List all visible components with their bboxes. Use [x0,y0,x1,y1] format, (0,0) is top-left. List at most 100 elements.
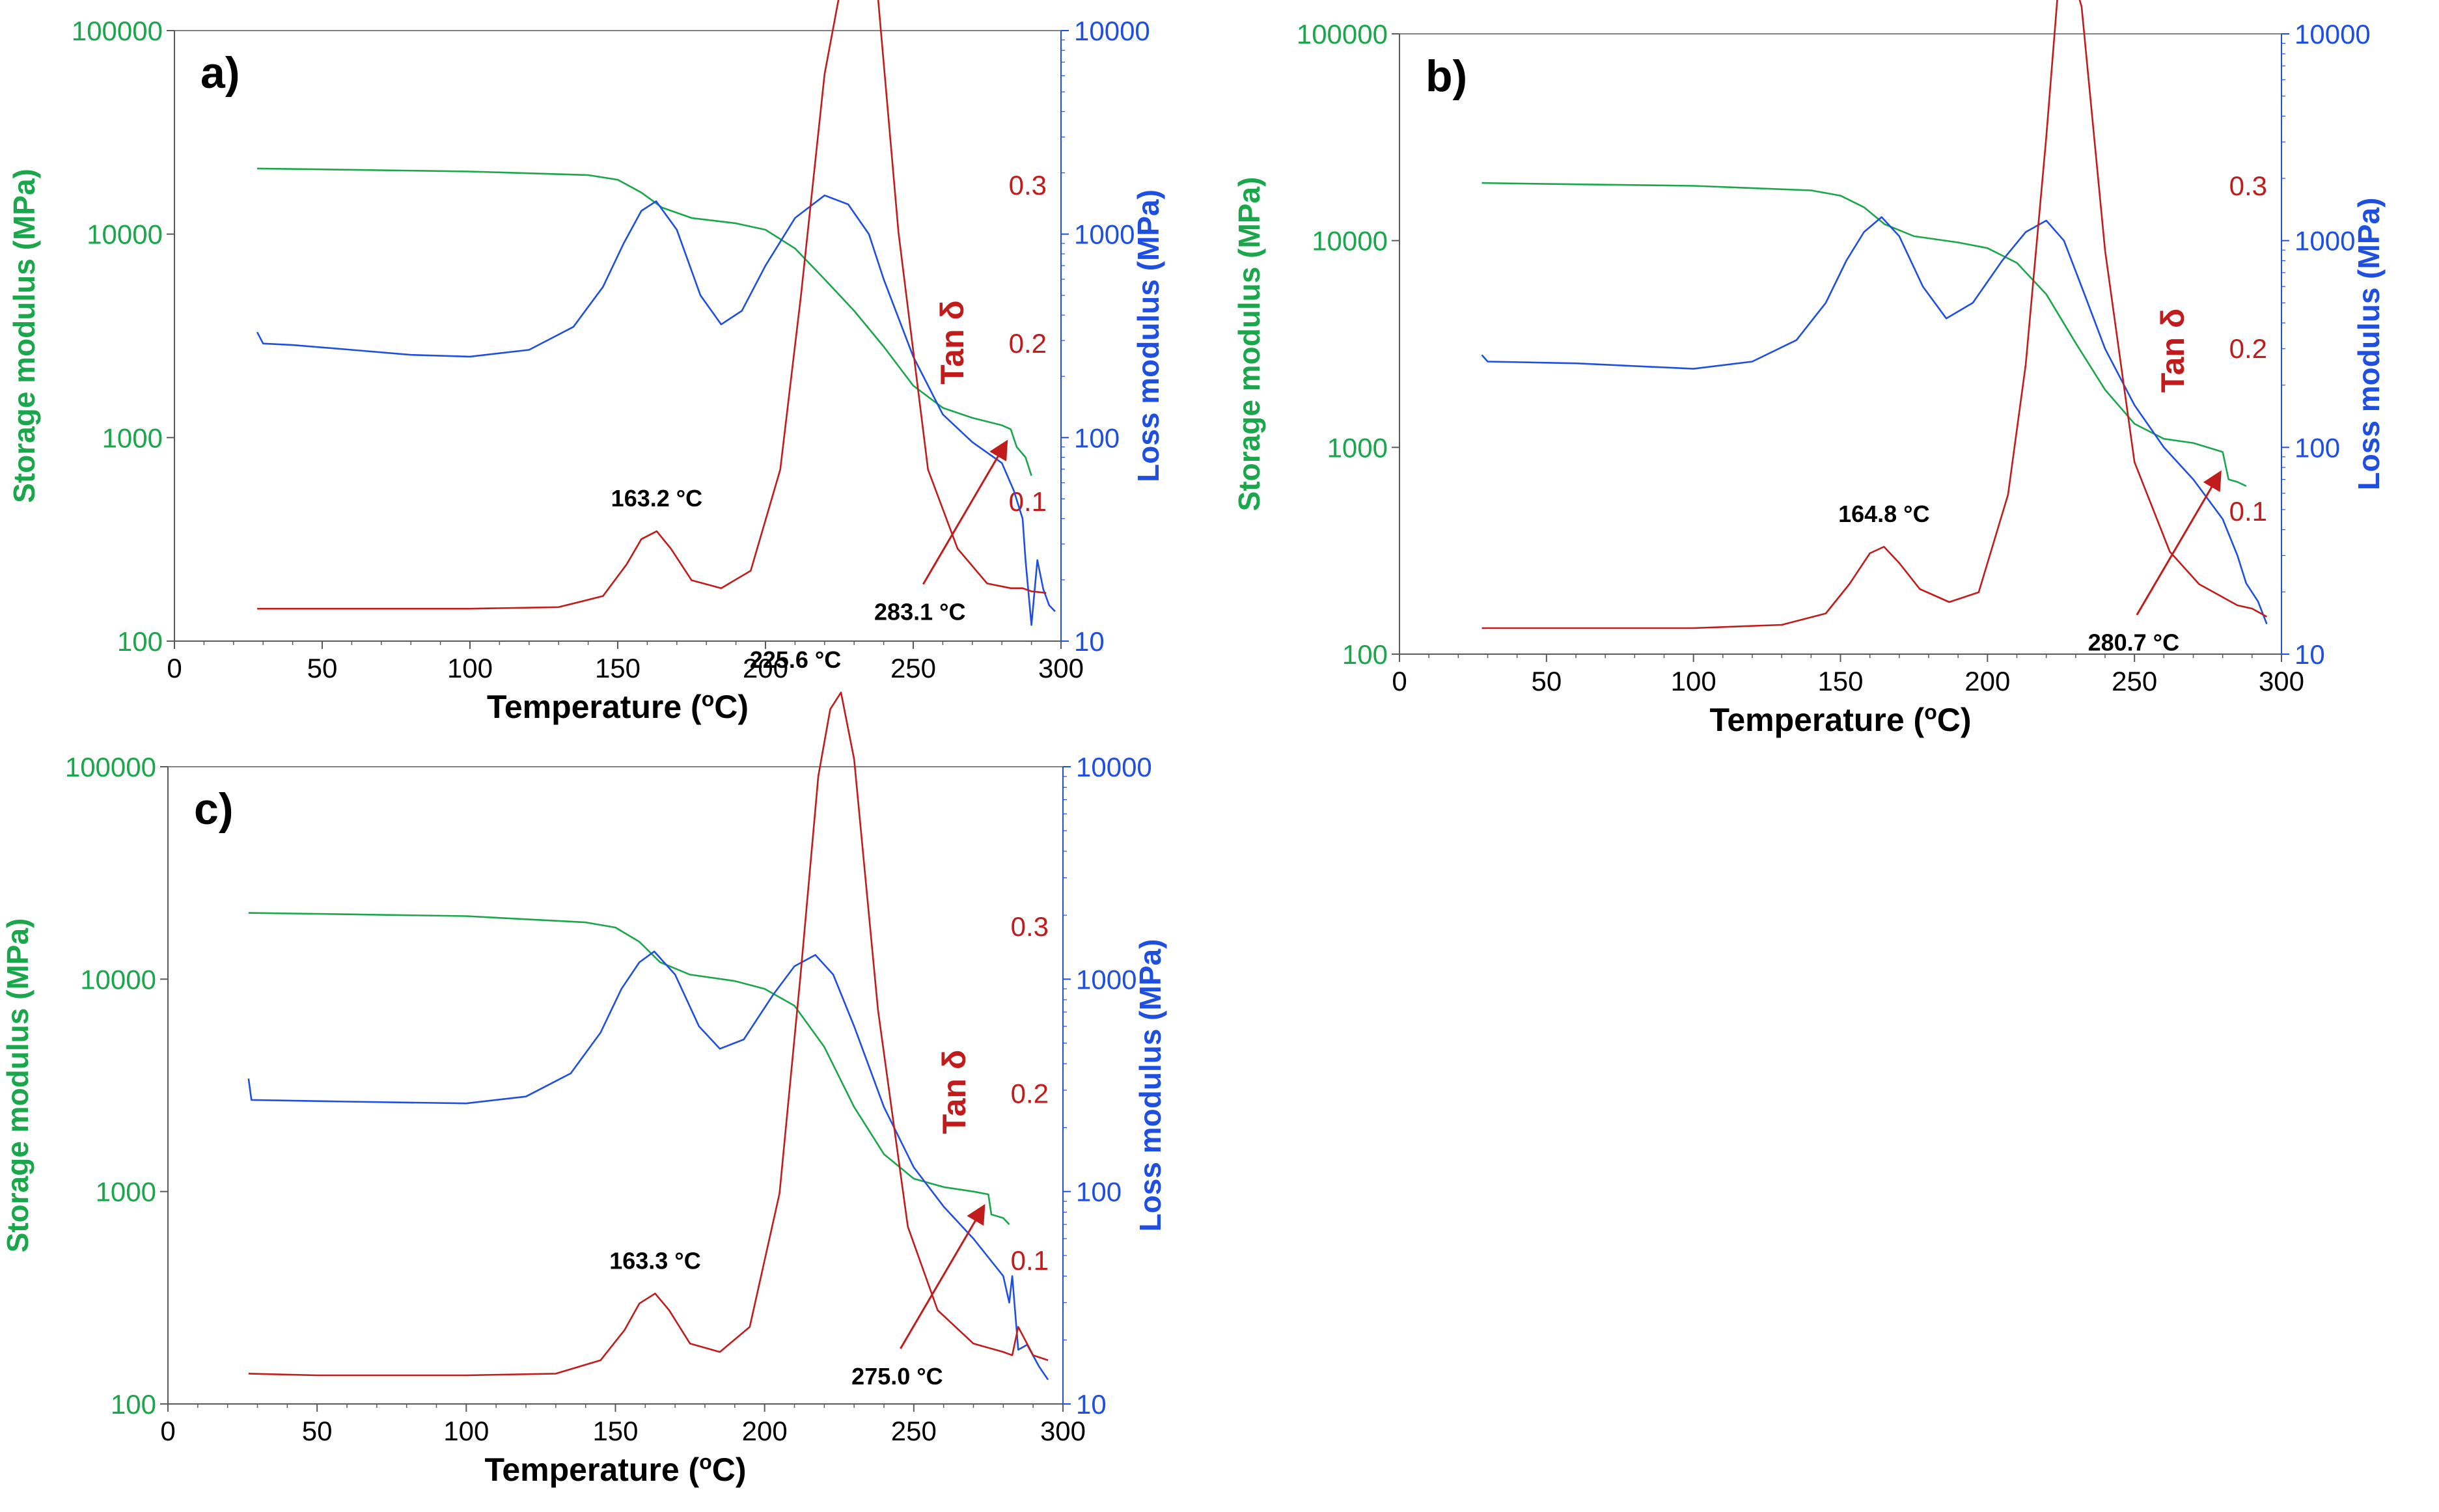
drop-annotation-arrow [2136,470,2222,616]
panel-label: c) [194,784,233,834]
loss-modulus-line [1481,216,2268,625]
x-axis-title-sup: o [699,1450,712,1474]
x-axis-title: Temperature (oC) [487,687,749,725]
x-axis-title-end: C) [714,689,749,725]
y-right-tick-label: 10000 [2294,19,2371,49]
y-right-tick-label: 1000 [1076,964,1137,995]
y-left-tick-label: 1000 [102,422,163,453]
tan-delta-line [248,691,1049,1377]
panel-label: b) [1426,51,1467,101]
y-right-tick-label: 100 [1074,422,1120,453]
tan-delta-line [257,0,1047,610]
y-left-tick-label: 100 [1342,639,1388,670]
y-right-tick-label: 100 [1076,1177,1122,1207]
tan-tick-label: 0.3 [1009,170,1047,200]
x-axis-title-sup: o [702,687,715,711]
panel-label: a) [200,48,240,98]
tan-delta-line [1481,0,2268,629]
storage-modulus-line [257,167,1032,476]
x-tick-label: 100 [1671,666,1716,696]
x-tick-label: 0 [160,1416,175,1446]
tan-tick-label: 0.1 [1011,1245,1049,1276]
y-left-axis-title: Storage modulus (MPa) [1232,177,1266,512]
chart-panel-3: 0 50 100 150 200 250 3001000001000010001001000… [1,646,1167,1488]
x-tick-label: 300 [1038,653,1084,683]
y-left-tick-label: 100 [117,626,163,657]
x-tick-label: 50 [1531,666,1562,696]
tan-peak-annotation: 225.6 °C [750,646,841,673]
y-left-tick-label: 100000 [65,752,156,782]
tan-tick-label: 0.3 [1011,911,1049,942]
x-tick-label: 200 [742,1416,788,1446]
y-right-tick-label: 10 [1076,1389,1107,1420]
y-left-tick-label: 100000 [72,16,163,46]
x-axis-title-end: C) [1937,702,1972,738]
drop-annotation-label: 283.1 °C [874,599,965,625]
tan-axis-title: Tan δ [936,1050,972,1134]
y-left-tick-label: 10000 [80,964,156,995]
tan-axis-title: Tan δ [2155,309,2191,392]
y-right-tick-label: 100 [2294,432,2340,463]
drop-annotation-label: 280.7 °C [2088,629,2179,656]
x-axis-title: Temperature (oC) [1709,700,1971,738]
y-left-tick-label: 100 [111,1389,156,1420]
tan-peak-annotation: 163.2 °C [611,485,702,512]
tan-peak-annotation: 164.8 °C [1838,501,1929,527]
x-tick-label: 300 [1040,1416,1086,1446]
tan-peak-annotation: 163.3 °C [609,1247,700,1274]
x-tick-label: 0 [167,653,182,683]
y-right-axis-title: Loss modulus (MPa) [1133,939,1167,1232]
x-tick-label: 150 [1817,666,1863,696]
x-tick-label: 50 [302,1416,333,1446]
x-tick-label: 200 [743,653,788,683]
x-axis-title-main: Temperature ( [487,689,702,725]
y-left-tick-label: 10000 [1312,226,1388,256]
x-tick-label: 100 [447,653,493,683]
x-tick-label: 200 [1964,666,2010,696]
loss-modulus-line [247,950,1049,1381]
storage-modulus-line [1481,182,2247,487]
x-tick-label: 250 [891,1416,937,1446]
tan-tick-label: 0.2 [2229,333,2267,364]
x-tick-label: 150 [592,1416,638,1446]
x-axis-title-main: Temperature ( [1709,702,1924,738]
x-tick-label: 150 [595,653,641,683]
tan-tick-label: 0.2 [1011,1079,1049,1109]
chart-panel-1: 0 50 100 150 200 250 3001000001000010001001000… [7,0,1165,725]
x-tick-label: 50 [307,653,338,683]
x-axis-title-end: C) [712,1451,747,1488]
drop-annotation-arrow [900,1203,985,1349]
storage-modulus-line [248,912,1010,1226]
y-right-axis-title: Loss modulus (MPa) [1131,189,1165,482]
y-left-axis-title: Storage modulus (MPa) [1,918,34,1253]
y-left-tick-label: 100000 [1297,19,1388,49]
loss-modulus-line [256,194,1056,626]
x-tick-label: 100 [443,1416,489,1446]
tan-axis-title: Tan δ [934,300,971,384]
y-right-tick-label: 10 [2294,639,2325,670]
x-axis-title-sup: o [1924,700,1937,724]
x-axis-title-main: Temperature ( [484,1451,699,1488]
tan-tick-label: 0.1 [1009,486,1047,517]
y-left-axis-title: Storage modulus (MPa) [7,169,41,503]
x-tick-label: 250 [2112,666,2157,696]
y-right-tick-label: 1000 [1074,219,1135,250]
x-tick-label: 0 [1392,666,1407,696]
y-left-tick-label: 10000 [87,219,163,250]
y-right-tick-label: 1000 [2294,226,2355,256]
drop-annotation-label: 275.0 °C [851,1363,943,1390]
chart-panel-2: 0 50 100 150 200 250 3001000001000010001001000… [1232,0,2386,738]
y-right-tick-label: 10000 [1074,16,1150,46]
drop-annotation-arrow [922,439,1008,585]
tan-tick-label: 0.1 [2229,496,2267,527]
y-right-tick-label: 10 [1074,626,1105,657]
tan-tick-label: 0.3 [2229,171,2267,201]
x-tick-label: 300 [2259,666,2304,696]
x-tick-label: 250 [890,653,936,683]
y-right-axis-title: Loss modulus (MPa) [2352,198,2386,491]
tan-tick-label: 0.2 [1009,328,1047,359]
y-left-tick-label: 1000 [1327,432,1388,463]
y-left-tick-label: 1000 [96,1177,156,1207]
